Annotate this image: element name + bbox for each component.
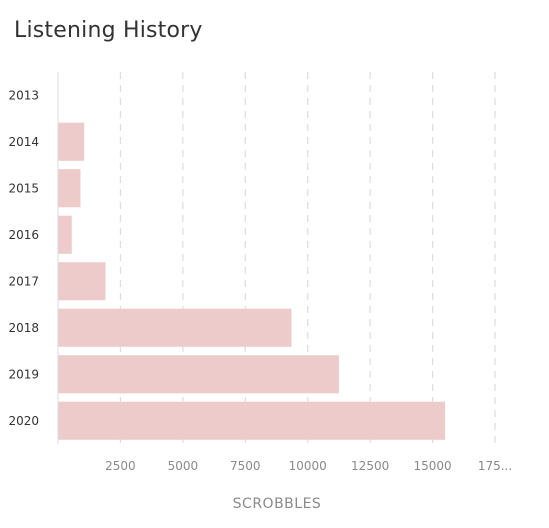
category-label: 2013 <box>8 88 39 102</box>
category-label: 2017 <box>8 274 39 288</box>
x-tick-label: 12500 <box>351 459 389 473</box>
x-tick-label: 5000 <box>168 459 199 473</box>
x-tick-label: 15000 <box>413 459 451 473</box>
bar-2014[interactable] <box>58 122 85 161</box>
x-tick-labels: 2500 5000 7500 10000 12500 15000 175... <box>105 459 512 473</box>
category-label: 2020 <box>8 414 39 428</box>
category-label: 2015 <box>8 181 39 195</box>
category-label: 2018 <box>8 321 39 335</box>
category-labels: 2013 2014 2015 2016 2017 2018 2019 2020 <box>8 88 39 428</box>
bar-2017[interactable] <box>58 262 106 301</box>
x-tick-label: 2500 <box>105 459 136 473</box>
bar-2020[interactable] <box>58 401 446 440</box>
category-label: 2016 <box>8 228 39 242</box>
category-label: 2014 <box>8 135 39 149</box>
bar-2019[interactable] <box>58 355 339 394</box>
bar-2018[interactable] <box>58 308 292 347</box>
x-axis-title: SCROBBLES <box>233 496 322 512</box>
chart-title: Listening History <box>14 18 203 43</box>
x-tick-label: 175... <box>478 459 512 473</box>
bars <box>58 122 446 440</box>
gridlines <box>119 72 496 444</box>
bar-2016[interactable] <box>58 215 72 254</box>
bar-2015[interactable] <box>58 169 81 208</box>
x-tick-label: 7500 <box>230 459 261 473</box>
x-tick-label: 10000 <box>289 459 327 473</box>
category-label: 2019 <box>8 367 39 381</box>
